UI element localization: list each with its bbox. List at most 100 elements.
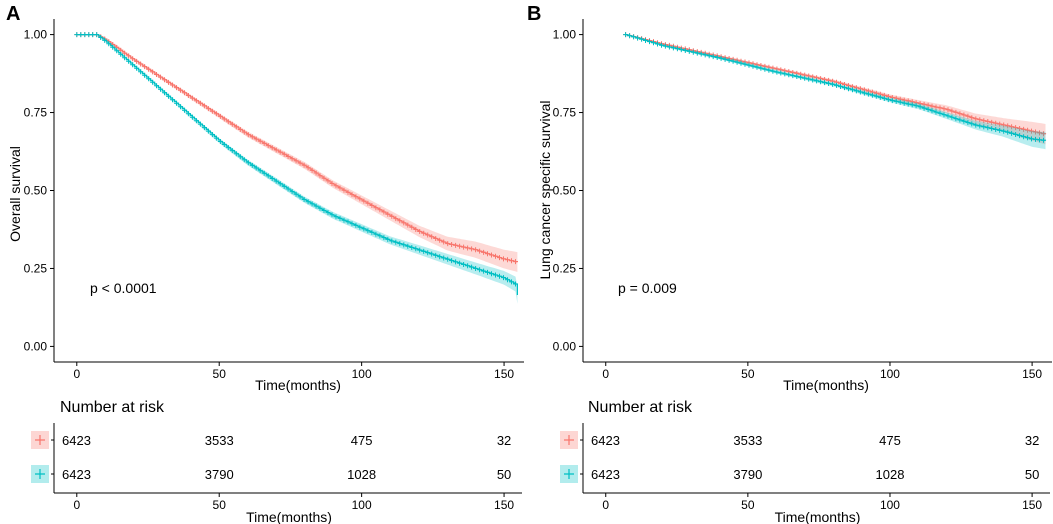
y-tick-label: 0.75	[24, 106, 48, 120]
censor-mark-2	[333, 214, 339, 220]
censor-mark-1	[337, 185, 343, 191]
censor-mark-1	[349, 192, 355, 198]
censor-mark-2	[662, 43, 668, 49]
censor-mark-2	[481, 268, 487, 274]
x-tick-label: 0	[73, 367, 80, 381]
censor-mark-2	[441, 255, 447, 261]
censor-mark-2	[361, 226, 367, 232]
censor-mark-1	[425, 232, 431, 238]
censor-mark-1	[965, 113, 971, 119]
censor-mark-2	[301, 197, 307, 202]
censor-mark-1	[245, 132, 251, 138]
y-tick-label: 0.25	[553, 261, 577, 275]
y-tick-label: 0.25	[24, 261, 48, 275]
risk-count: 32	[497, 433, 511, 448]
censor-mark-1	[170, 82, 175, 88]
censor-mark-2	[925, 107, 931, 112]
censor-mark-1	[209, 108, 215, 114]
censor-mark-1	[461, 244, 467, 250]
risk-count: 6423	[62, 467, 91, 482]
censor-mark-2	[381, 235, 387, 241]
censor-mark-2	[774, 69, 780, 75]
censor-mark-2	[1017, 133, 1023, 139]
censor-mark-2	[635, 35, 641, 41]
censor-mark-1	[1025, 127, 1031, 133]
censor-mark-2	[365, 228, 371, 234]
censor-mark-2	[225, 145, 231, 151]
censor-mark-1	[1013, 125, 1019, 131]
censor-mark-2	[706, 53, 712, 59]
censor-mark-2	[627, 33, 633, 39]
censor-mark-2	[102, 37, 108, 43]
censor-mark-2	[245, 160, 251, 166]
x-tick-label: 150	[1022, 367, 1042, 381]
censor-mark-2	[209, 132, 215, 138]
x-tick-label: 50	[213, 367, 227, 381]
risk-key-cross-1	[35, 435, 45, 445]
censor-mark-1	[365, 200, 371, 206]
censor-mark-2	[445, 256, 451, 262]
censor-mark-2	[885, 97, 891, 103]
risk-x-tick-label: 100	[352, 498, 372, 512]
censor-mark-1	[393, 216, 399, 222]
censor-mark-1	[126, 53, 132, 59]
censor-mark-2	[509, 279, 514, 285]
censor-mark-2	[818, 79, 824, 85]
censor-mark-2	[229, 148, 235, 154]
censor-mark-2	[802, 75, 808, 81]
censor-mark-1	[417, 229, 423, 234]
censor-mark-1	[1033, 129, 1038, 135]
censor-mark-1	[361, 198, 367, 204]
censor-mark-1	[281, 151, 287, 157]
censor-mark-2	[909, 102, 915, 108]
x-tick-label: 50	[741, 367, 755, 381]
censor-mark-2	[138, 69, 144, 75]
censor-mark-2	[317, 205, 323, 211]
censor-mark-1	[138, 61, 144, 67]
censor-mark-2	[337, 215, 343, 221]
censor-mark-2	[377, 233, 383, 239]
censor-mark-2	[873, 93, 879, 99]
censor-mark-2	[762, 66, 768, 72]
censor-mark-1	[369, 203, 375, 208]
censor-mark-2	[433, 252, 439, 258]
censor-mark-2	[197, 121, 203, 127]
y-tick-label: 0.00	[553, 339, 577, 353]
censor-mark-1	[381, 209, 387, 215]
ci-band-1	[76, 34, 518, 272]
censor-mark-2	[945, 113, 951, 119]
censor-mark-1	[265, 143, 271, 149]
censor-mark-2	[977, 123, 983, 129]
x-tick-label: 100	[352, 367, 372, 381]
censor-mark-2	[146, 76, 152, 82]
censor-mark-1	[421, 230, 427, 236]
risk-count: 475	[879, 433, 901, 448]
censor-mark-1	[174, 85, 179, 91]
censor-mark-2	[289, 189, 295, 195]
censor-mark-2	[477, 267, 483, 273]
censor-mark-2	[726, 57, 732, 63]
risk-count: 50	[1025, 467, 1039, 482]
censor-mark-1	[977, 117, 983, 123]
censor-mark-1	[158, 74, 163, 80]
risk-key-cross-2	[35, 469, 45, 479]
censor-mark-2	[814, 78, 820, 84]
censor-mark-2	[694, 50, 700, 56]
risk-count: 3533	[205, 433, 234, 448]
censor-mark-2	[778, 70, 784, 76]
censor-mark-1	[493, 253, 498, 259]
risk-table-b-title: Number at risk	[588, 399, 693, 416]
censor-mark-2	[114, 48, 120, 54]
censor-mark-1	[429, 234, 435, 240]
risk-table-a: Number at risk 6423 3533 475 32 6423 3790 1028…	[31, 399, 522, 524]
panel-a-ylabel: Overall survival	[7, 146, 23, 242]
censor-mark-2	[941, 112, 947, 118]
censor-mark-2	[465, 263, 471, 269]
risk-count: 3790	[205, 467, 234, 482]
censor-mark-2	[353, 222, 359, 228]
censor-mark-2	[639, 36, 645, 42]
censor-mark-1	[317, 173, 323, 179]
censor-mark-2	[985, 125, 991, 131]
censor-mark-1	[162, 77, 167, 83]
